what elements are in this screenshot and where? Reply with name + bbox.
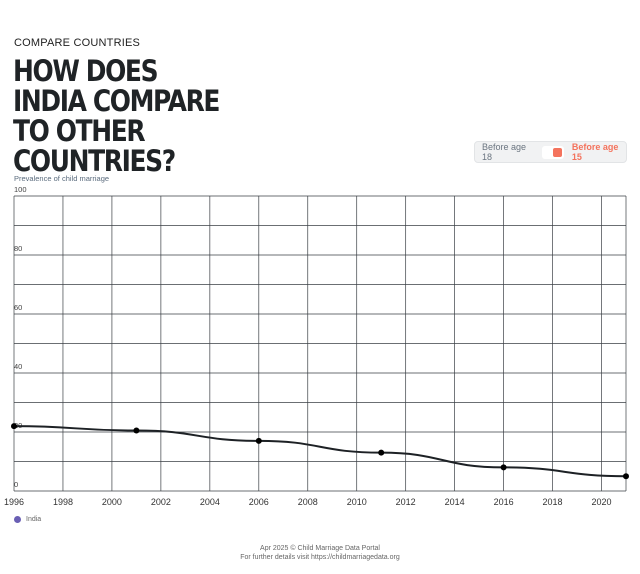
legend: India	[14, 516, 41, 523]
age-toggle: Before age 18 Before age 15	[474, 141, 627, 163]
data-point-india[interactable]	[255, 437, 262, 444]
y-tick-label: 80	[14, 244, 22, 253]
switch-knob	[552, 147, 562, 157]
footer-link[interactable]: For further details visit https://childm…	[240, 554, 400, 561]
x-tick-label: 2004	[200, 497, 220, 507]
before-18-option[interactable]: Before age 18	[482, 142, 527, 162]
x-tick-label: 2008	[298, 497, 318, 507]
x-tick-label: 2018	[543, 497, 563, 507]
legend-india-label[interactable]: India	[26, 516, 42, 523]
age-switch[interactable]	[541, 145, 564, 159]
legend-india-swatch	[14, 516, 21, 523]
x-tick-label: 2002	[151, 497, 171, 507]
data-point-india[interactable]	[11, 423, 17, 430]
data-point-india[interactable]	[133, 427, 140, 434]
eyebrow-label: COMPARE COUNTRIES	[14, 37, 141, 49]
y-tick-label: 100	[14, 185, 27, 194]
page-title: HOW DOES INDIA COMPARE TO OTHER COUNTRIE…	[13, 54, 220, 178]
data-point-india[interactable]	[623, 473, 629, 480]
x-tick-label: 2020	[592, 497, 612, 507]
y-tick-label: 40	[14, 362, 22, 371]
before-15-option[interactable]: Before age 15	[571, 142, 619, 162]
y-tick-label: 60	[14, 303, 22, 312]
data-point-india[interactable]	[378, 449, 385, 456]
footer: Apr 2025 © Child Marriage Data Portal Fo…	[0, 544, 640, 562]
data-point-india[interactable]	[500, 464, 507, 471]
x-tick-label: 2014	[445, 497, 465, 507]
x-tick-label: 2010	[347, 497, 367, 507]
x-tick-label: 2016	[494, 497, 514, 507]
x-tick-label: 1996	[4, 497, 24, 507]
series-line-india	[13, 425, 627, 478]
y-axis-title: Prevalence of child marriage	[14, 174, 110, 183]
footer-copyright: Apr 2025 © Child Marriage Data Portal	[260, 545, 380, 552]
y-tick-label: 0	[14, 480, 18, 489]
x-tick-label: 1998	[53, 497, 73, 507]
x-tick-label: 2000	[102, 497, 122, 507]
x-tick-label: 2006	[249, 497, 269, 507]
x-tick-label: 2012	[396, 497, 416, 507]
